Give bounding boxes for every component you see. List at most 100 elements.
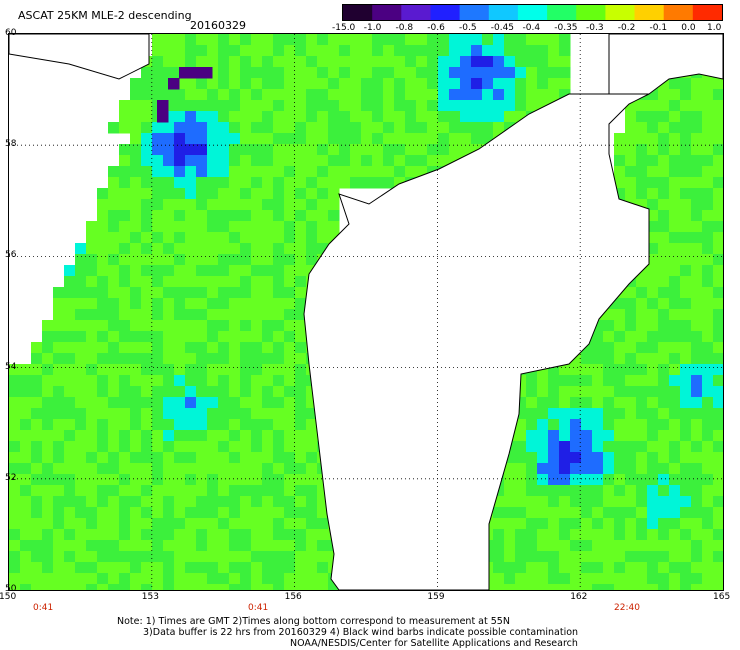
wind-cell [702, 78, 714, 90]
wind-cell [262, 485, 274, 497]
wind-cell [702, 210, 714, 222]
wind-cell [636, 287, 648, 299]
wind-cell [625, 518, 637, 530]
wind-cell [273, 342, 285, 354]
wind-cell [207, 298, 219, 310]
wind-cell [603, 562, 615, 574]
wind-cell [515, 56, 527, 68]
wind-cell [559, 474, 571, 486]
wind-cell [570, 496, 582, 508]
wind-cell [438, 45, 450, 57]
wind-cell [669, 342, 681, 354]
wind-cell [207, 210, 219, 222]
wind-cell [713, 386, 723, 398]
wind-cell [130, 155, 142, 167]
wind-cell [669, 331, 681, 343]
wind-cell [284, 155, 296, 167]
wind-cell [306, 188, 318, 200]
wind-cell [625, 320, 637, 332]
wind-cell [251, 243, 263, 255]
wind-cell [97, 441, 109, 453]
wind-cell [669, 452, 681, 464]
wind-cell [284, 430, 296, 442]
wind-cell [97, 562, 109, 574]
wind-cell [702, 342, 714, 354]
wind-cell [86, 276, 98, 288]
wind-cell [515, 45, 527, 57]
wind-cell [625, 562, 637, 574]
wind-cell [669, 122, 681, 134]
wind-cell [460, 78, 472, 90]
wind-cell [581, 518, 593, 530]
wind-cell [647, 210, 659, 222]
wind-cell [229, 133, 241, 145]
wind-cell [636, 562, 648, 574]
wind-cell [218, 78, 230, 90]
wind-cell [559, 463, 571, 475]
wind-cell [691, 364, 703, 376]
wind-cell [251, 276, 263, 288]
wind-cell [240, 353, 252, 365]
wind-cell [53, 463, 65, 475]
wind-cell [229, 529, 241, 541]
wind-cell [163, 298, 175, 310]
wind-cell [130, 485, 142, 497]
wind-cell [218, 518, 230, 530]
wind-cell [592, 386, 604, 398]
wind-cell [152, 529, 164, 541]
wind-cell [185, 386, 197, 398]
wind-cell [284, 584, 296, 590]
wind-cell [262, 474, 274, 486]
wind-cell [295, 529, 307, 541]
wind-cell [328, 100, 340, 112]
wind-cell [581, 485, 593, 497]
wind-cell [130, 331, 142, 343]
wind-cell [559, 441, 571, 453]
wind-cell [86, 496, 98, 508]
wind-cell [691, 507, 703, 519]
wind-cell [174, 518, 186, 530]
wind-cell [295, 122, 307, 134]
colorbar-swatches [343, 5, 723, 20]
wind-cell [570, 353, 582, 365]
wind-cell [86, 265, 98, 277]
wind-cell [141, 254, 153, 266]
wind-cell [86, 529, 98, 541]
wind-cell [9, 518, 21, 530]
wind-cell [581, 562, 593, 574]
wind-cell [163, 551, 175, 563]
wind-cell [207, 408, 219, 420]
wind-cell [42, 584, 54, 590]
wind-cell [251, 529, 263, 541]
wind-cell [53, 441, 65, 453]
wind-cell [383, 89, 395, 101]
wind-cell [383, 100, 395, 112]
wind-cell [636, 441, 648, 453]
wind-cell [75, 375, 87, 387]
wind-cell [53, 386, 65, 398]
wind-cell [207, 155, 219, 167]
wind-cell [20, 474, 32, 486]
wind-cell [229, 232, 241, 244]
wind-cell [526, 584, 538, 590]
wind-cell [207, 551, 219, 563]
wind-cell [273, 254, 285, 266]
wind-cell [669, 496, 681, 508]
wind-cell [339, 166, 351, 178]
wind-cell [262, 529, 274, 541]
wind-cell [218, 177, 230, 189]
wind-cell [713, 320, 723, 332]
wind-cell [350, 89, 362, 101]
wind-cell [262, 518, 274, 530]
wind-cell [647, 529, 659, 541]
wind-cell [130, 551, 142, 563]
wind-cell [636, 518, 648, 530]
wind-cell [119, 243, 131, 255]
wind-cell [130, 364, 142, 376]
longitude-tick-label: 165 [713, 592, 731, 602]
wind-cell [141, 397, 153, 409]
wind-cell [152, 452, 164, 464]
wind-cell [295, 551, 307, 563]
wind-cell [174, 408, 186, 420]
wind-cell [306, 56, 318, 68]
